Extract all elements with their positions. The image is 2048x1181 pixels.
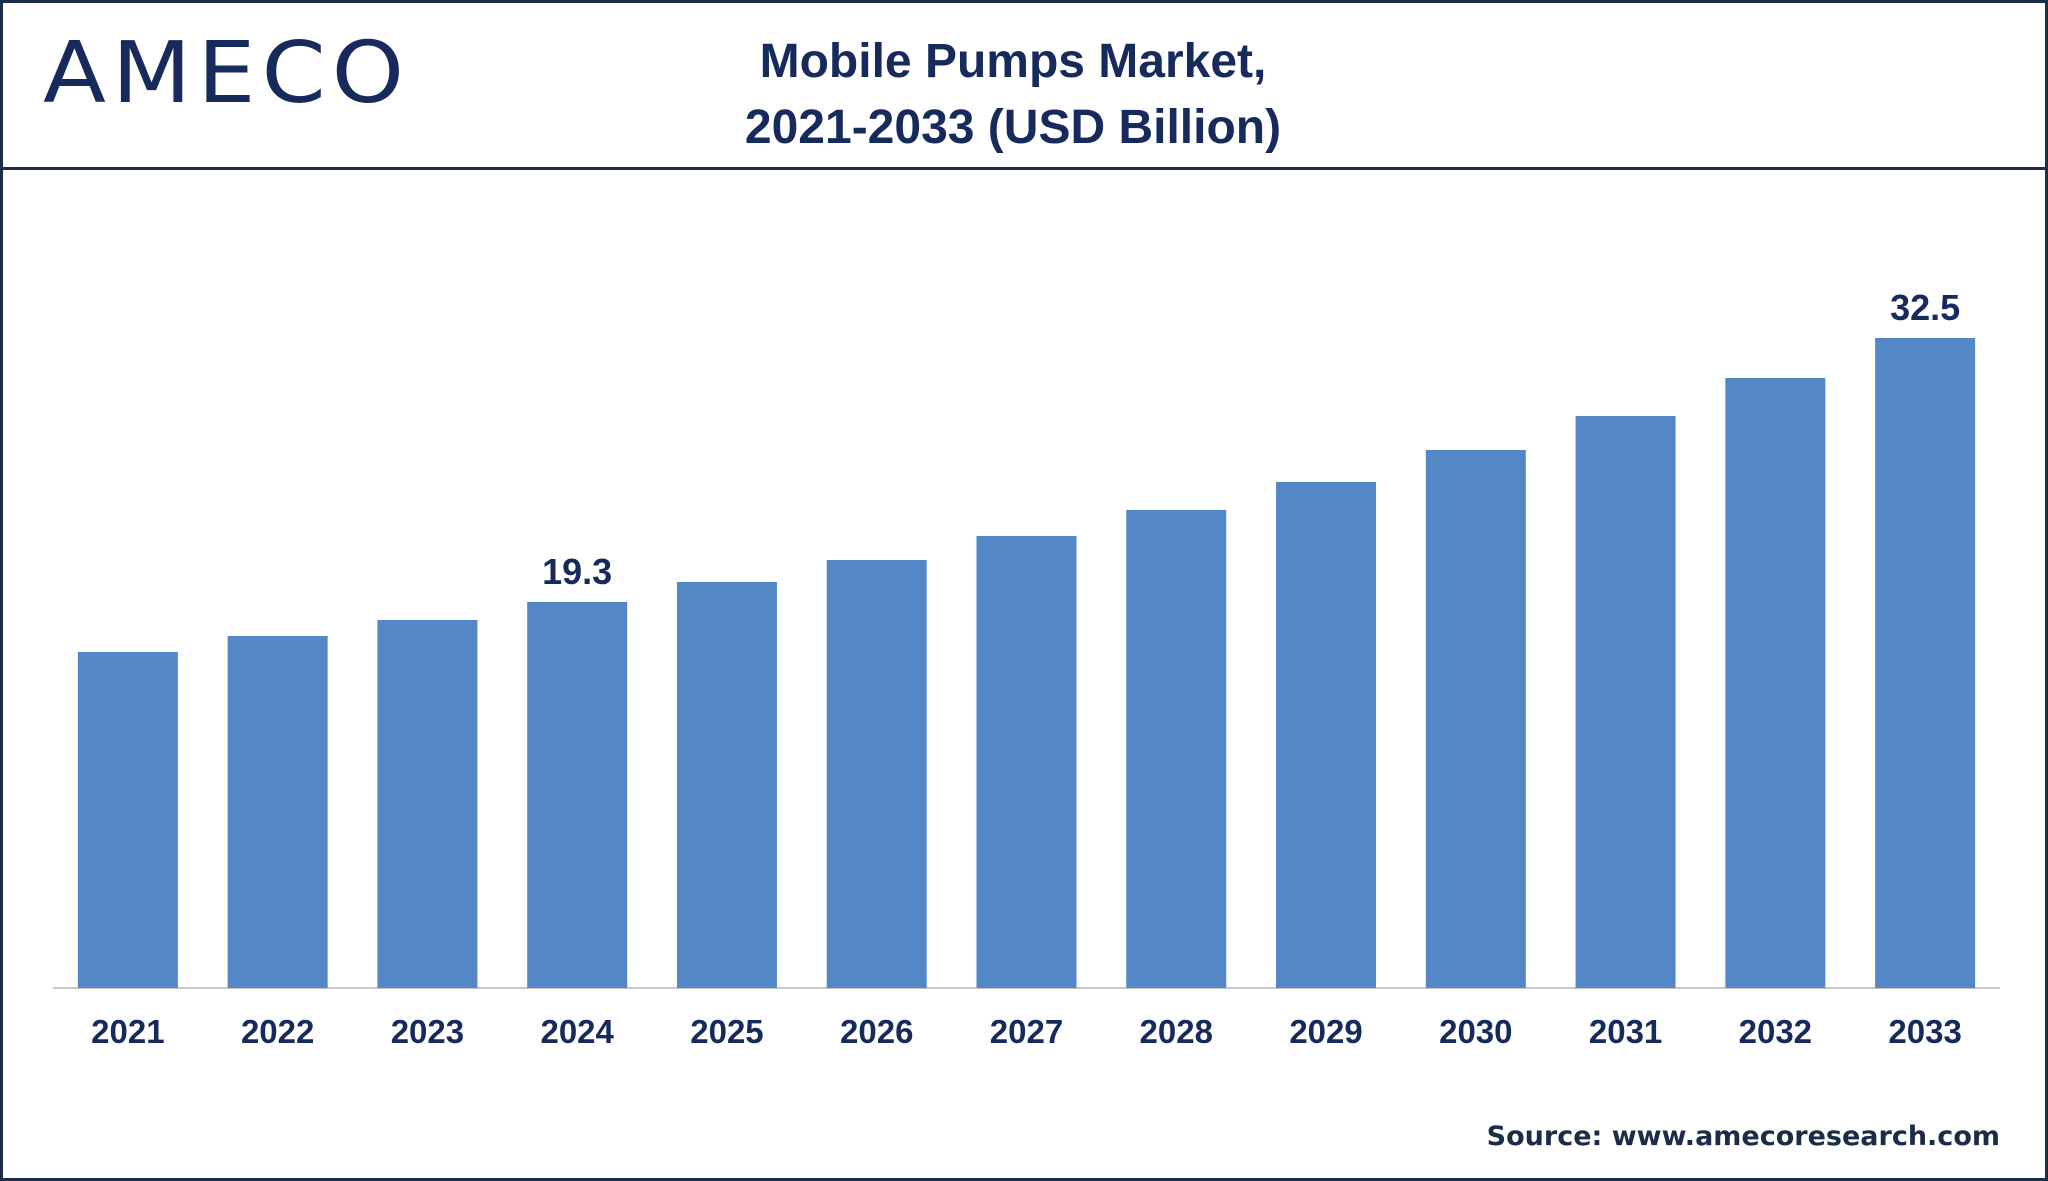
bar-2028 (1126, 510, 1227, 988)
data-label-2033: 32.5 (1890, 287, 1960, 328)
x-tick-label-2032: 2032 (1739, 1013, 1812, 1050)
source-note: Source: www.amecoresearch.com (1486, 1121, 2000, 1152)
x-tick-label-2022: 2022 (241, 1013, 314, 1050)
x-tick-label-2031: 2031 (1589, 1013, 1662, 1050)
bar-2031 (1575, 416, 1676, 988)
x-tick-label-2033: 2033 (1888, 1013, 1961, 1050)
chart-title-line-2: 2021-2033 (USD Billion) (744, 101, 1282, 154)
x-tick-label-2029: 2029 (1289, 1013, 1362, 1050)
bar-2024 (527, 602, 628, 988)
bar-2022 (227, 636, 328, 988)
bar-2021 (77, 652, 178, 988)
x-tick-label-2021: 2021 (91, 1013, 164, 1050)
bar-2032 (1725, 378, 1826, 988)
bar-2023 (377, 620, 478, 988)
data-label-2024: 19.3 (542, 551, 612, 592)
x-tick-label-2025: 2025 (690, 1013, 763, 1050)
bar-2033 (1875, 338, 1976, 988)
header-divider (3, 167, 2045, 170)
ameco-logo: AMECO (43, 23, 411, 123)
bar-2026 (826, 560, 927, 988)
bar-chart: 2021 2022 2023 2024 2025 2026 2027 2028 2029 2030… (53, 287, 2000, 1050)
x-tick-label-2028: 2028 (1140, 1013, 1213, 1050)
chart-title: Mobile Pumps Market, 2021-2033 (USD Bill… (563, 29, 1463, 161)
bar-2029 (1276, 482, 1377, 988)
bar-2027 (976, 536, 1077, 988)
bar-2025 (676, 582, 777, 988)
x-tick-label-2026: 2026 (840, 1013, 913, 1050)
chart-title-line-1: Mobile Pumps Market, (759, 35, 1267, 88)
bar-2030 (1425, 450, 1526, 988)
x-tick-label-2024: 2024 (540, 1013, 614, 1050)
x-tick-label-2027: 2027 (990, 1013, 1063, 1050)
x-tick-label-2030: 2030 (1439, 1013, 1512, 1050)
x-tick-label-2023: 2023 (391, 1013, 464, 1050)
